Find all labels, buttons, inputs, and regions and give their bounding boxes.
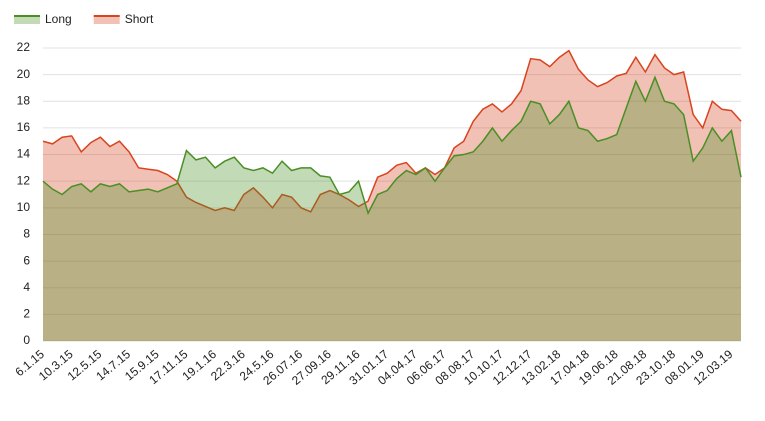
area-fill	[43, 77, 741, 342]
legend-swatch	[93, 16, 120, 24]
series-line	[42, 75, 742, 216]
y-tick-label: 2	[23, 307, 30, 321]
legend-item: Short	[93, 12, 154, 26]
y-tick-label: 14	[17, 147, 31, 161]
y-tick-label: 10	[17, 200, 31, 214]
y-tick-label: 22	[17, 40, 31, 54]
y-tick-label: 20	[17, 67, 31, 81]
legend-label: Long	[45, 12, 72, 26]
y-tick-label: 6	[23, 253, 30, 267]
area-fill	[43, 50, 741, 341]
y-tick-label: 8	[23, 227, 30, 241]
y-tick-label: 12	[17, 173, 31, 187]
legend-swatch	[14, 16, 40, 24]
y-tick-label: 4	[23, 280, 30, 294]
y-tick-label: 16	[17, 120, 31, 134]
series-line	[42, 49, 742, 213]
y-tick-label: 18	[17, 93, 31, 107]
legend-label: Short	[125, 12, 154, 26]
y-tick-label: 0	[23, 333, 30, 347]
legend-item: Long	[14, 12, 72, 26]
